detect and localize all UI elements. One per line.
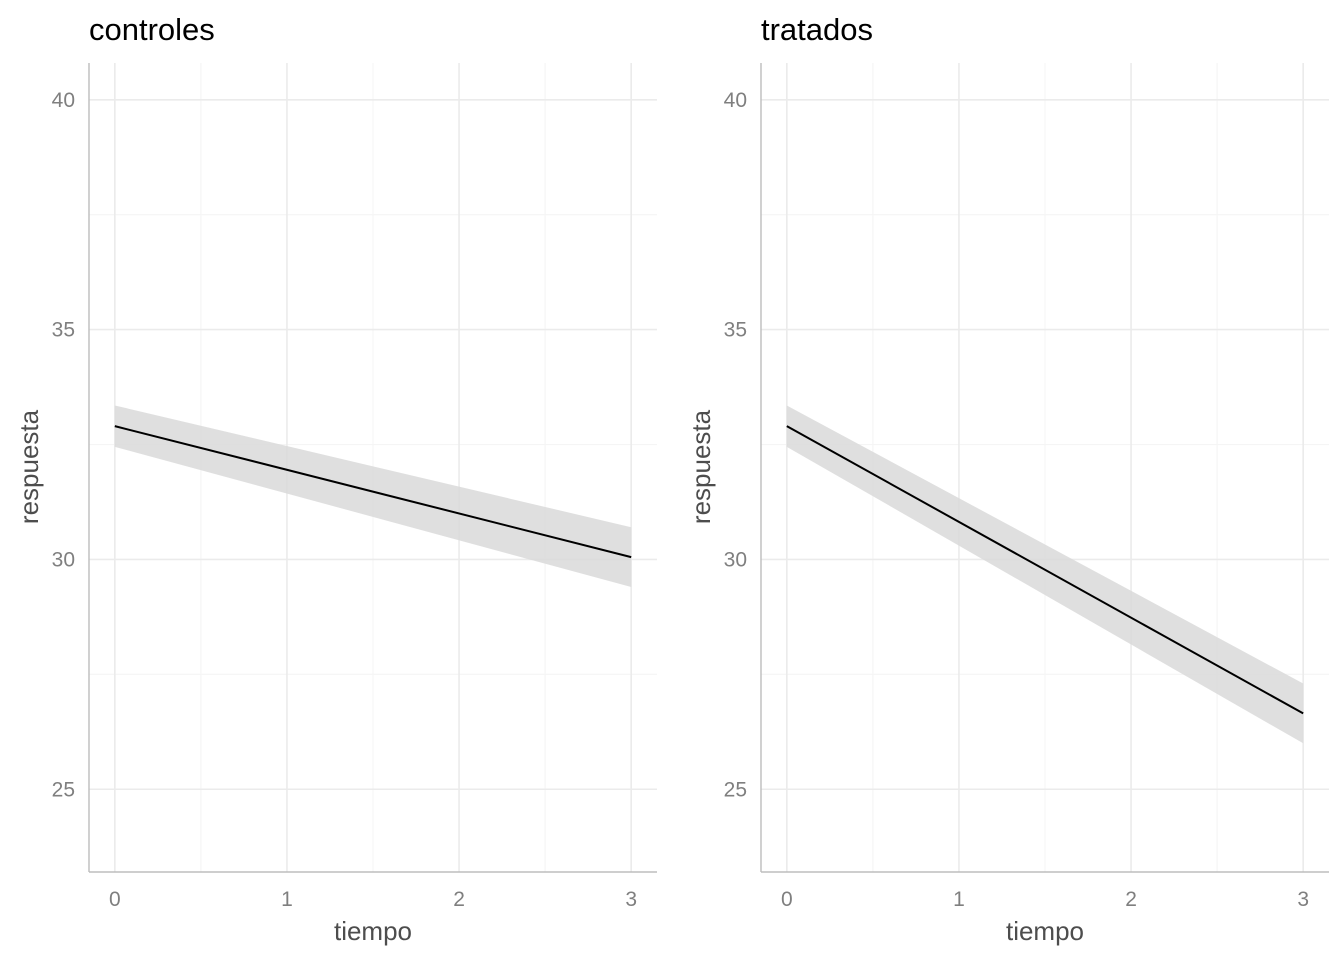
y-tick-label: 25: [724, 778, 747, 801]
y-tick-label: 30: [52, 548, 75, 571]
x-axis-title: tiempo: [1006, 916, 1084, 946]
y-tick-label: 30: [724, 548, 747, 571]
x-tick-label: 0: [109, 888, 121, 911]
y-tick-label: 35: [724, 319, 747, 342]
y-tick-label: 35: [52, 319, 75, 342]
chart-figure: 0 1 2 3 25 30 35 40 controles tiempo respuesta 0 1 2 3…: [0, 0, 1344, 960]
x-tick-label: 0: [781, 888, 793, 911]
y-tick-label: 25: [52, 778, 75, 801]
y-tick-label: 40: [724, 89, 747, 112]
x-tick-label: 3: [1297, 888, 1309, 911]
panel-controles: 0 1 2 3 25 30 35 40 controles tiempo respuesta: [14, 12, 657, 946]
x-axis-title: tiempo: [334, 916, 412, 946]
y-tick-label: 40: [52, 89, 75, 112]
x-tick-label: 3: [625, 888, 637, 911]
x-tick-label: 2: [1125, 888, 1137, 911]
x-tick-label: 1: [281, 888, 293, 911]
x-tick-label: 2: [453, 888, 465, 911]
panel-title: tratados: [761, 12, 873, 47]
y-axis-title: respuesta: [686, 409, 716, 524]
y-axis-title: respuesta: [14, 409, 44, 524]
x-tick-label: 1: [953, 888, 965, 911]
panel-tratados: 0 1 2 3 25 30 35 40 tratados tiempo respuesta: [686, 12, 1329, 946]
panel-title: controles: [89, 12, 215, 47]
